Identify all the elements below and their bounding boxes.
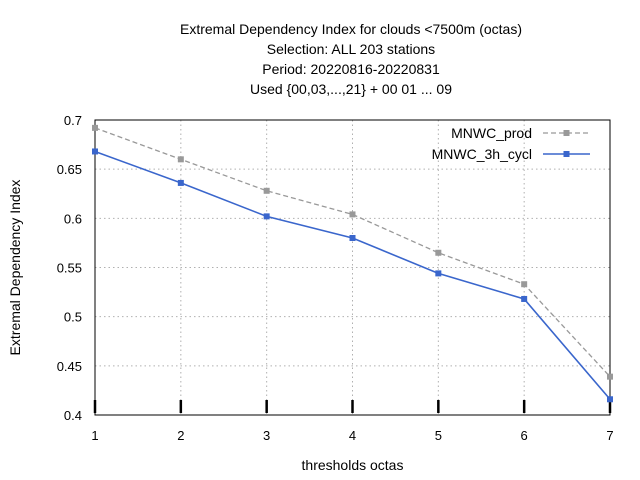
x-tick-label: 1 [91,428,98,443]
y-tick-label: 0.6 [64,211,82,226]
y-tick-label: 0.55 [57,261,82,276]
data-point [263,213,270,220]
legend-swatch-marker [563,130,570,136]
grid [95,120,610,415]
y-tick-label: 0.4 [64,408,82,423]
y-axis-label: Extremal Dependency Index [7,180,23,356]
series-group [92,124,613,403]
x-tick-label: 4 [349,428,356,443]
title-line: Used {00,03,...,21} + 00 01 ... 09 [250,81,452,97]
y-tick-label: 0.45 [57,359,82,374]
data-point [349,211,356,218]
data-point [349,235,356,241]
y-tick-label: 0.65 [57,162,82,177]
y-tick-label: 0.5 [64,310,82,325]
x-tick-label: 2 [177,428,184,443]
data-point [92,148,98,155]
plot-frame [94,119,611,416]
legend: MNWC_prod MNWC_3h_cycl [432,125,590,162]
series-MNWC_prod [92,124,613,380]
series-MNWC_3h_cycl [92,148,613,403]
title-line: Selection: ALL 203 stations [267,41,435,57]
data-point [177,179,184,186]
x-tick-label: 7 [606,428,613,443]
x-tick-label: 6 [521,428,528,443]
data-point [92,124,98,131]
y-tick-labels: 0.4 0.45 0.5 0.55 0.6 0.65 0.7 [57,113,82,423]
x-axis-label: thresholds octas [302,457,404,473]
chart-title: Extremal Dependency Index for clouds <75… [180,21,522,97]
data-point [435,270,442,277]
x-tick-label: 3 [263,428,270,443]
y-tick-label: 0.7 [64,113,82,128]
data-point [607,396,613,403]
x-tick-labels: 1 2 3 4 5 6 7 [91,428,613,443]
data-point [435,249,442,256]
bottom-tick-marks [93,400,612,413]
legend-label: MNWC_prod [451,125,532,141]
data-point [177,156,184,163]
title-line: Period: 20220816-20220831 [262,61,440,77]
legend-swatch-marker [563,151,570,157]
x-tick-label: 5 [435,428,442,443]
legend-label: MNWC_3h_cycl [432,146,532,162]
data-point [521,295,528,302]
data-point [263,187,270,194]
data-point [521,281,528,288]
data-point [607,373,613,380]
title-line: Extremal Dependency Index for clouds <75… [180,21,522,37]
